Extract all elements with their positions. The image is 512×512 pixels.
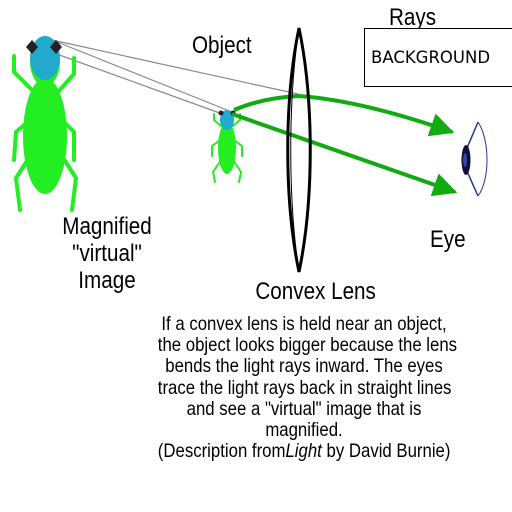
object-insect-icon bbox=[211, 110, 243, 183]
magnified-line-2: "virtual" bbox=[72, 240, 142, 267]
credit-prefix: (Description from bbox=[157, 440, 286, 463]
magnified-line-3: Image bbox=[78, 267, 136, 294]
rays-label: Rays bbox=[389, 4, 437, 31]
eye-icon bbox=[461, 121, 488, 197]
description-line: bends the light rays inward. The eyes bbox=[165, 355, 443, 378]
object-label: Object bbox=[192, 32, 252, 59]
description-credit: (Description fromLight by David Burnie) bbox=[157, 440, 451, 463]
magnified-insect-icon bbox=[12, 36, 79, 212]
description-line: trace the light rays back in straight li… bbox=[157, 376, 452, 399]
light-rays bbox=[231, 93, 458, 197]
background-box: BACKGROUND bbox=[364, 28, 512, 87]
description-line: the object looks bigger because the lens bbox=[157, 334, 458, 357]
magnified-virtual-image-label: Magnified "virtual" Image bbox=[56, 213, 157, 294]
convex-lens-label: Convex Lens bbox=[255, 278, 376, 305]
eye-label: Eye bbox=[430, 226, 466, 253]
trace-lines bbox=[39, 39, 299, 117]
description-line: If a convex lens is held near an object, bbox=[161, 313, 447, 335]
credit-title: Light bbox=[285, 440, 322, 463]
description-line: and see a "virtual" image that is bbox=[186, 397, 422, 420]
description-text: If a convex lens is held near an object,… bbox=[157, 313, 458, 463]
magnified-line-1: Magnified bbox=[62, 213, 152, 240]
description-line: magnified. bbox=[265, 419, 343, 442]
credit-suffix: by David Burnie) bbox=[321, 440, 451, 463]
